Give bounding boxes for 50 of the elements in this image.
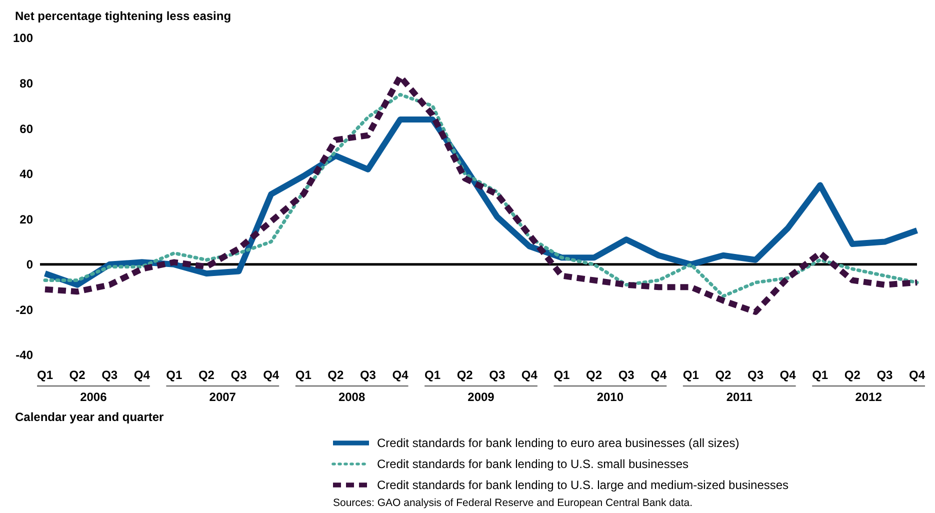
x-tick-label: Q2 <box>456 368 474 382</box>
x-tick-label: Q2 <box>844 368 861 382</box>
text: 2012 <box>855 390 882 404</box>
text: 2008 <box>338 390 366 404</box>
x-tick-label: Q4 <box>650 368 667 382</box>
y-tick-label: 100 <box>12 31 34 46</box>
text: 2006 <box>80 390 108 404</box>
line-series <box>43 92 919 298</box>
x-tick-label: Q3 <box>876 368 894 382</box>
text: 2009 <box>468 390 495 404</box>
x-tick-label: Q1 <box>682 368 700 382</box>
x-tick-label: Q2 <box>69 368 86 382</box>
x-tick-label: Q1 <box>166 368 183 382</box>
x-tick-label: Q2 <box>586 368 602 382</box>
x-tick-label: Q3 <box>102 368 118 382</box>
y-tick-label: 80 <box>20 76 34 90</box>
x-tick-label: Q1 <box>554 368 570 382</box>
y-tick-label: -20 <box>16 302 34 317</box>
x-tick-label: Q4 <box>392 368 409 382</box>
y-tick-label: 0 <box>26 258 34 272</box>
text: 2011 <box>726 390 753 404</box>
x-tick-label: Q3 <box>230 368 248 382</box>
x-tick-label: Q4 <box>521 368 538 382</box>
text: 2010 <box>596 390 624 404</box>
legend-label: Credit standards for bank lending to U.S. large and medium-sized businesses <box>377 478 789 492</box>
x-tick-label: Q4 <box>908 368 926 382</box>
x-tick-label: Q2 <box>328 368 344 382</box>
x-tick-label: Q2 <box>198 368 215 382</box>
x-tick-label: Q4 <box>263 368 280 382</box>
x-tick-label: Q2 <box>715 368 732 382</box>
y-tick-label: 40 <box>20 167 34 182</box>
y-axis-title: Net percentage tightening less easing <box>15 9 232 23</box>
text: 2007 <box>209 390 236 404</box>
legend-label: Credit standards for bank lending to U.S. small businesses <box>377 457 688 472</box>
x-tick-label: Q3 <box>489 368 506 382</box>
y-tick-label: 20 <box>20 212 34 226</box>
x-tick-label: Q1 <box>295 368 312 382</box>
legend-label: Credit standards for bank lending to euro area businesses (all sizes) <box>377 436 740 450</box>
x-axis-title: Calendar year and quarter <box>15 410 164 424</box>
x-tick-label: Q4 <box>134 368 150 382</box>
x-tick-label: Q4 <box>780 368 796 382</box>
x-tick-label: Q1 <box>812 368 828 382</box>
x-tick-label: Q1 <box>36 368 54 382</box>
x-tick-label: Q3 <box>618 368 635 382</box>
x-tick-label: Q3 <box>748 368 764 382</box>
source-note: Sources: GAO analysis of Federal Reserve and European Central Bank data. <box>333 497 693 509</box>
y-tick-label: -40 <box>16 348 34 362</box>
x-tick-label: Q1 <box>424 368 441 382</box>
x-tick-label: Q3 <box>360 368 376 382</box>
y-tick-label: 60 <box>20 122 34 136</box>
